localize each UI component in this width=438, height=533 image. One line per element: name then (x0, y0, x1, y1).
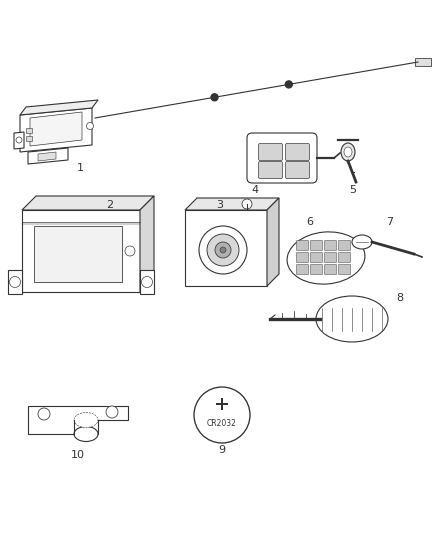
FancyBboxPatch shape (297, 253, 308, 262)
FancyBboxPatch shape (258, 161, 283, 179)
Circle shape (106, 406, 118, 418)
Polygon shape (28, 148, 68, 164)
FancyBboxPatch shape (311, 253, 322, 262)
Bar (34, 226, 122, 282)
Circle shape (38, 408, 50, 420)
Text: 3: 3 (216, 200, 223, 210)
Ellipse shape (316, 296, 388, 342)
FancyBboxPatch shape (297, 264, 308, 274)
Polygon shape (185, 210, 267, 286)
FancyBboxPatch shape (339, 264, 350, 274)
Circle shape (141, 277, 152, 287)
Circle shape (285, 81, 292, 88)
FancyBboxPatch shape (297, 240, 308, 251)
FancyBboxPatch shape (311, 240, 322, 251)
Circle shape (211, 94, 218, 101)
FancyBboxPatch shape (325, 240, 336, 251)
FancyBboxPatch shape (311, 264, 322, 274)
Circle shape (16, 137, 22, 143)
Circle shape (220, 247, 226, 253)
Polygon shape (28, 406, 128, 434)
Ellipse shape (287, 232, 365, 284)
Polygon shape (20, 108, 92, 152)
Polygon shape (140, 270, 154, 294)
Text: 8: 8 (396, 293, 403, 303)
Ellipse shape (352, 235, 372, 249)
Text: 10: 10 (71, 450, 85, 460)
Bar (26, 136, 32, 141)
Circle shape (194, 387, 250, 443)
Polygon shape (20, 100, 98, 115)
Polygon shape (22, 196, 154, 210)
Ellipse shape (74, 413, 98, 427)
Polygon shape (267, 198, 279, 286)
Polygon shape (8, 270, 22, 294)
FancyBboxPatch shape (247, 133, 317, 183)
FancyBboxPatch shape (325, 253, 336, 262)
Bar (26, 128, 32, 133)
Ellipse shape (344, 147, 352, 157)
FancyBboxPatch shape (258, 143, 283, 160)
Text: 7: 7 (386, 217, 394, 227)
Ellipse shape (74, 426, 98, 441)
Circle shape (86, 123, 93, 130)
FancyBboxPatch shape (339, 253, 350, 262)
Circle shape (242, 199, 252, 209)
Text: 6: 6 (307, 217, 314, 227)
FancyBboxPatch shape (339, 240, 350, 251)
Polygon shape (38, 152, 56, 161)
Bar (415, 58, 431, 66)
Polygon shape (140, 196, 154, 292)
FancyBboxPatch shape (286, 161, 310, 179)
Polygon shape (30, 112, 82, 146)
Text: 2: 2 (106, 200, 113, 210)
Circle shape (125, 246, 135, 256)
Text: 4: 4 (251, 185, 258, 195)
FancyBboxPatch shape (286, 143, 310, 160)
Polygon shape (22, 210, 140, 292)
Circle shape (10, 277, 21, 287)
Polygon shape (14, 132, 24, 149)
Circle shape (215, 242, 231, 258)
FancyBboxPatch shape (325, 264, 336, 274)
Polygon shape (185, 198, 279, 210)
Text: 1: 1 (77, 163, 84, 173)
Ellipse shape (341, 143, 355, 161)
Circle shape (199, 226, 247, 274)
Text: CR2032: CR2032 (207, 418, 237, 427)
Text: 9: 9 (219, 445, 226, 455)
Circle shape (207, 234, 239, 266)
Text: 5: 5 (350, 185, 357, 195)
